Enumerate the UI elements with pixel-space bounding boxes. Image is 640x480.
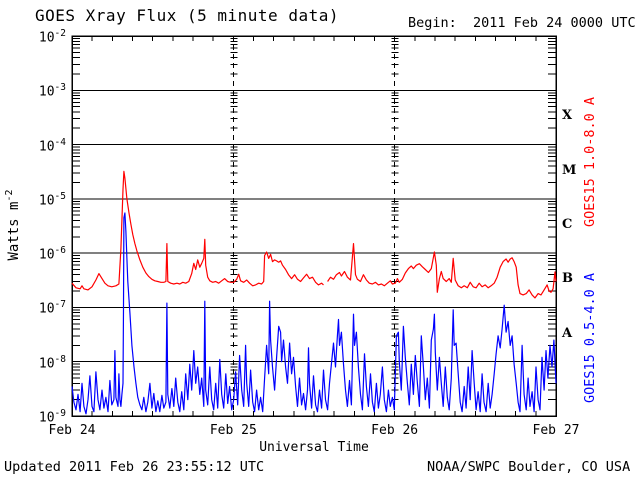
chart-title: GOES Xray Flux (5 minute data) xyxy=(35,6,339,25)
y-tick-label: 10-3 xyxy=(38,82,66,100)
y-tick-label: 10-8 xyxy=(38,353,66,372)
flare-class-letter: A xyxy=(562,325,573,341)
y-tick-label: 10-7 xyxy=(38,299,66,317)
x-tick-label: Feb 24 xyxy=(48,423,96,438)
flare-class-letter: C xyxy=(562,217,573,232)
legend-short-band-label: GOES15 0.5-4.0 A xyxy=(582,272,598,404)
plot-border xyxy=(71,35,557,417)
flare-class-letter: X xyxy=(562,108,573,124)
y-tick-label: 10-5 xyxy=(38,190,66,209)
y-axis-title: Watts m-2 xyxy=(4,189,22,260)
begin-time-label: Begin: 2011 Feb 24 0000 UTC xyxy=(408,15,636,31)
flare-class-letter: B xyxy=(562,271,573,287)
legend-long-band-label: GOES15 1.0-8.0 A xyxy=(582,96,598,228)
short-band-series-path xyxy=(71,212,557,415)
y-tick-label: 10-6 xyxy=(38,245,66,263)
source-attribution: NOAA/SWPC Boulder, CO USA xyxy=(427,459,631,475)
y-tick-label: 10-4 xyxy=(38,136,66,154)
x-axis-title: Universal Time xyxy=(259,440,369,455)
flare-class-letter: M xyxy=(562,162,577,178)
updated-timestamp: Updated 2011 Feb 26 23:55:12 UTC xyxy=(4,459,265,475)
x-tick-label: Feb 26 xyxy=(371,423,419,438)
y-axis-title-text: Watts m xyxy=(5,201,22,261)
x-tick-label: Feb 27 xyxy=(532,423,580,438)
x-tick-label: Feb 25 xyxy=(209,423,257,438)
y-tick-label: 10-2 xyxy=(38,28,66,46)
y-tick-label: 10-9 xyxy=(38,408,66,426)
long-band-series-path xyxy=(71,170,557,299)
y-axis-title-exponent: -2 xyxy=(4,189,16,202)
